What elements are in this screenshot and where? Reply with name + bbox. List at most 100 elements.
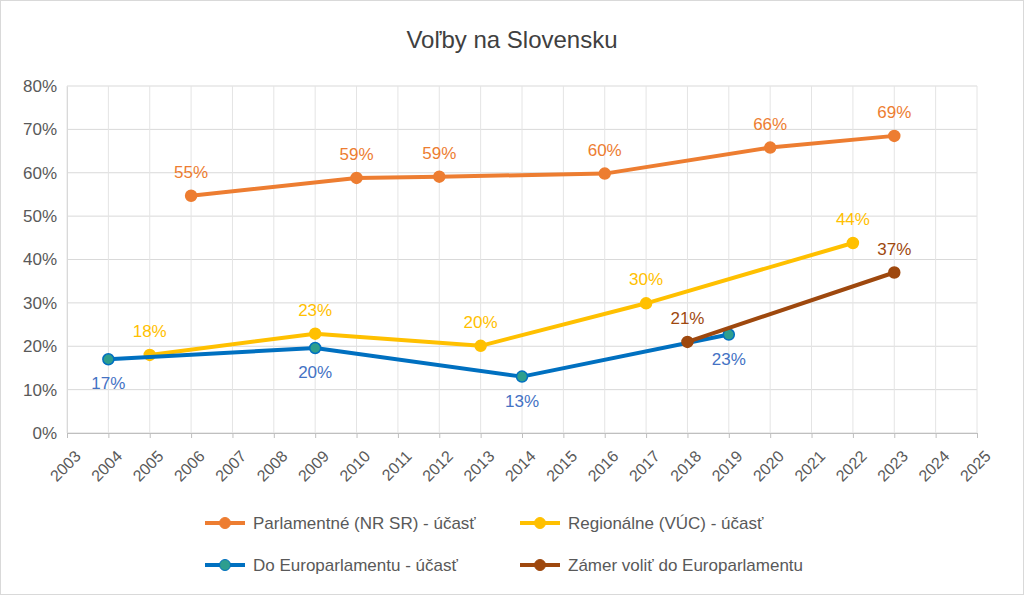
x-tick-mark: [894, 433, 895, 438]
x-tick-label: 2022: [833, 447, 870, 484]
x-tick-mark: [936, 433, 937, 438]
x-tick-mark: [108, 433, 109, 438]
x-tick-mark: [232, 433, 233, 438]
legend-marker: [220, 518, 231, 529]
x-tick: 2023: [874, 433, 911, 485]
x-tick-label: 2025: [957, 447, 994, 484]
chart: Voľby na Slovensku0%10%20%30%40%50%60%70…: [0, 0, 1024, 595]
title: Voľby na Slovensku: [406, 26, 617, 53]
marker: [186, 190, 197, 201]
x-tick: 2015: [543, 433, 580, 485]
data-label: 13%: [505, 392, 539, 411]
x-tick-mark: [357, 433, 358, 438]
x-tick-label: 2018: [667, 447, 704, 484]
y-tick-label: 80%: [23, 77, 57, 96]
x-tick: 2024: [915, 433, 952, 485]
legend-entry: Regionálne (VÚC) - účasť: [520, 514, 764, 533]
x-tick: 2018: [667, 433, 704, 485]
y-tick: 60%: [23, 164, 67, 183]
legend-label: Zámer voliť do Europarlamentu: [568, 556, 803, 575]
x-tick-label: 2004: [88, 447, 125, 484]
x-tick: 2009: [295, 433, 332, 485]
x-tick-mark: [605, 433, 606, 438]
x-tick: 2021: [791, 433, 828, 485]
grid-line-x: [480, 86, 481, 433]
x-tick-mark: [439, 433, 440, 438]
x-tick-label: 2021: [791, 447, 828, 484]
grid-line-x: [397, 86, 398, 433]
grid-line-x: [604, 86, 605, 433]
y-tick-label: 50%: [23, 207, 57, 226]
legend-marker: [220, 560, 231, 571]
x-tick-label: 2011: [379, 447, 415, 483]
x-tick-label: 2006: [171, 447, 208, 484]
grid-line-x: [728, 86, 729, 433]
legend-label: Do Europarlamentu - účasť: [253, 556, 458, 575]
x-tick-mark: [770, 433, 771, 438]
x-tick: 2005: [129, 433, 166, 485]
marker: [889, 267, 900, 278]
marker: [682, 336, 693, 347]
x-tick-mark: [563, 433, 564, 438]
x-axis: 2003200420052006200720082009201020112012…: [47, 433, 994, 485]
x-tick-label: 2015: [543, 447, 580, 484]
x-tick-label: 2010: [336, 447, 373, 484]
x-tick-mark: [274, 433, 275, 438]
y-tick: 70%: [23, 120, 67, 139]
x-tick-mark: [853, 433, 854, 438]
series-line: [687, 273, 894, 342]
x-tick: 2004: [88, 433, 125, 485]
marker: [310, 328, 321, 339]
x-tick-label: 2005: [129, 447, 166, 484]
x-tick: 2016: [584, 433, 621, 485]
legend-marker: [535, 518, 546, 529]
x-tick: 2003: [47, 433, 84, 485]
x-tick-label: 2024: [915, 447, 952, 484]
marker: [889, 130, 900, 141]
x-tick-mark: [812, 433, 813, 438]
x-tick: 2006: [171, 433, 208, 485]
marker: [310, 342, 321, 353]
x-tick: 2008: [254, 433, 291, 485]
x-tick-mark: [67, 433, 68, 438]
x-tick: 2017: [626, 433, 663, 485]
grid-line-x: [770, 86, 771, 433]
y-tick-label: 30%: [23, 294, 57, 313]
grid-line-x: [439, 86, 440, 433]
x-tick: 2010: [336, 433, 373, 485]
grid-line-x: [935, 86, 936, 433]
data-label: 18%: [133, 322, 167, 341]
x-tick-mark: [315, 433, 316, 438]
grid-line-x: [67, 86, 68, 433]
x-tick: 2014: [502, 433, 539, 485]
data-label: 69%: [877, 103, 911, 122]
x-tick-mark: [729, 433, 730, 438]
x-tick-label: 2016: [584, 447, 621, 484]
grid-line-x: [977, 86, 978, 433]
x-tick: 2007: [212, 433, 249, 485]
x-tick-mark: [191, 433, 192, 438]
data-label: 37%: [877, 240, 911, 259]
y-tick: 50%: [23, 207, 67, 226]
x-tick-label: 2013: [460, 447, 497, 484]
marker: [599, 168, 610, 179]
series-line: [191, 136, 894, 196]
data-label: 30%: [629, 270, 663, 289]
y-axis-line: [67, 87, 68, 434]
grid-line-x: [273, 86, 274, 433]
y-tick-label: 40%: [23, 250, 57, 269]
x-tick: 2020: [750, 433, 787, 485]
x-tick-mark: [481, 433, 482, 438]
marker: [434, 171, 445, 182]
data-label: 23%: [712, 350, 746, 369]
data-label: 20%: [298, 363, 332, 382]
x-tick: 2019: [709, 433, 746, 485]
y-tick-label: 10%: [23, 381, 57, 400]
data-label: 21%: [670, 309, 704, 328]
y-tick: 40%: [23, 250, 67, 269]
data-label: 59%: [422, 144, 456, 163]
marker: [765, 142, 776, 153]
legend-marker: [535, 560, 546, 571]
y-tick-label: 20%: [23, 337, 57, 356]
x-tick-label: 2017: [626, 447, 663, 484]
